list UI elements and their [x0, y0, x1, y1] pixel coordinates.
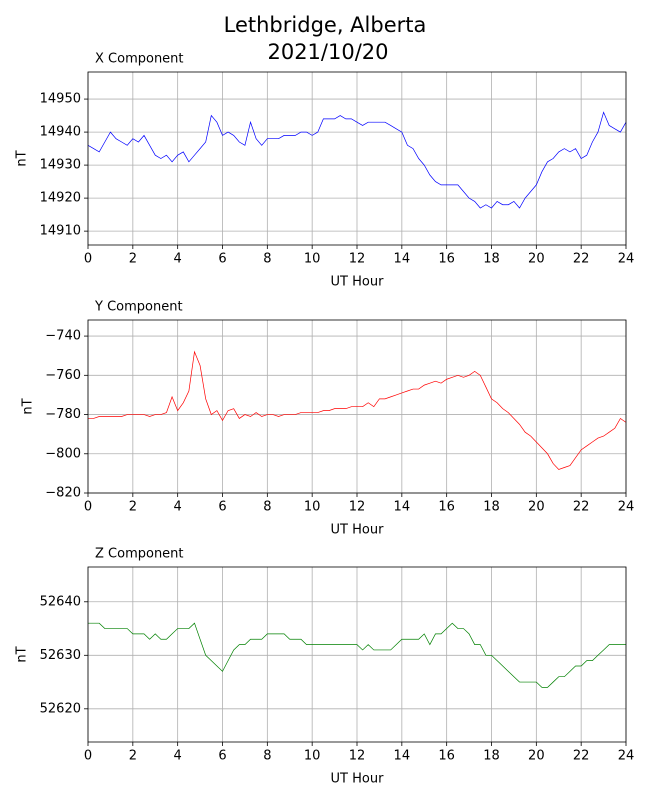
- x-tick-label: 20: [528, 252, 545, 267]
- y-tick-label: 52640: [40, 594, 81, 609]
- data-line: [88, 622, 626, 688]
- x-tick-label: 2: [129, 749, 137, 764]
- figure-subtitle: 2021/10/20: [267, 40, 388, 64]
- y-tick-label: 14910: [40, 224, 81, 239]
- x-tick-label: 14: [394, 500, 411, 515]
- figure-title: Lethbridge, Alberta: [224, 13, 427, 37]
- x-tick-label: 20: [528, 500, 545, 515]
- x-tick-label: 20: [528, 749, 545, 764]
- x-tick-label: 4: [174, 749, 182, 764]
- x-tick-label: 22: [573, 749, 590, 764]
- axes-frame: [87, 566, 627, 743]
- x-axis-label: UT Hour: [331, 523, 385, 538]
- y-tick-label: −780: [45, 407, 81, 422]
- x-tick-label: 4: [174, 252, 182, 267]
- y-tick-label: 52620: [40, 701, 81, 716]
- x-tick-label: 18: [483, 252, 500, 267]
- x-tick-label: 24: [618, 500, 635, 515]
- x-tick-label: 10: [304, 252, 321, 267]
- subplot-title: Y Component: [94, 300, 183, 315]
- x-tick-label: 6: [218, 500, 226, 515]
- x-tick-label: 18: [483, 500, 500, 515]
- y-axis-label: nT: [15, 150, 30, 166]
- x-tick-label: 14: [394, 252, 411, 267]
- x-tick-label: 8: [263, 749, 271, 764]
- y-tick-label: 52630: [40, 648, 81, 663]
- x-tick-label: 10: [304, 500, 321, 515]
- x-tick-label: 0: [84, 252, 92, 267]
- y-tick-label: 14950: [40, 92, 81, 107]
- x-tick-label: 0: [84, 749, 92, 764]
- y-tick-label: −760: [45, 368, 81, 383]
- data-line: [88, 350, 627, 470]
- x-tick-label: 2: [129, 500, 137, 515]
- x-tick-label: 2: [129, 252, 137, 267]
- x-tick-label: 16: [438, 252, 455, 267]
- y-axis-label: nT: [21, 398, 36, 414]
- x-axis-label: UT Hour: [331, 275, 385, 290]
- x-tick-label: 22: [573, 500, 590, 515]
- x-tick-label: 18: [483, 749, 500, 764]
- x-tick-label: 8: [263, 252, 271, 267]
- data-line: [87, 111, 627, 209]
- x-tick-label: 22: [573, 252, 590, 267]
- x-tick-label: 12: [349, 252, 366, 267]
- axes-frame: [87, 71, 627, 246]
- x-tick-label: 16: [438, 749, 455, 764]
- x-tick-label: 12: [349, 749, 366, 764]
- x-tick-label: 6: [218, 749, 226, 764]
- y-axis-label: nT: [15, 646, 30, 662]
- x-tick-label: 24: [618, 749, 635, 764]
- subplot-title: X Component: [95, 52, 184, 67]
- x-tick-label: 0: [84, 500, 92, 515]
- x-tick-label: 12: [349, 500, 366, 515]
- x-tick-label: 4: [174, 500, 182, 515]
- x-tick-label: 10: [304, 749, 321, 764]
- x-tick-label: 16: [438, 500, 455, 515]
- x-axis-label: UT Hour: [331, 772, 385, 787]
- y-tick-label: 14940: [40, 125, 81, 140]
- y-tick-label: −800: [45, 446, 81, 461]
- y-tick-label: 14920: [40, 191, 81, 206]
- y-tick-label: −740: [45, 329, 81, 344]
- x-tick-label: 14: [394, 749, 411, 764]
- subplot-title: Z Component: [95, 547, 184, 562]
- y-tick-label: 14930: [40, 158, 81, 173]
- x-tick-label: 6: [218, 252, 226, 267]
- axes-frame: [87, 319, 627, 494]
- x-tick-label: 24: [618, 252, 635, 267]
- x-tick-label: 8: [263, 500, 271, 515]
- y-tick-label: −820: [45, 486, 81, 501]
